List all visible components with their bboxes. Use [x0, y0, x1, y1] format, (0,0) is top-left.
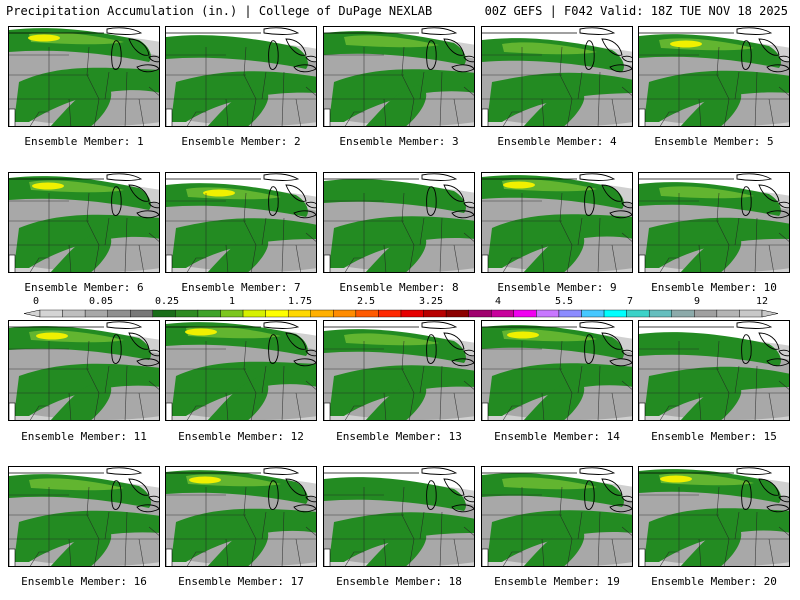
colorbar-segment — [648, 309, 672, 318]
colorbar-segment — [130, 309, 154, 318]
ensemble-map-12 — [165, 320, 317, 421]
colorbar-segment — [491, 309, 515, 318]
ensemble-member-label: Ensemble Member: 12 — [178, 430, 304, 443]
ensemble-map-13 — [323, 320, 475, 421]
colorbar-segment — [513, 309, 537, 318]
colorbar-segment — [62, 309, 86, 318]
model-run-info: 00Z GEFS | F042 Valid: 18Z TUE NOV 18 20… — [484, 4, 788, 18]
ensemble-member-label: Ensemble Member: 19 — [494, 575, 620, 588]
colorbar-segment — [558, 309, 582, 318]
ensemble-map-5 — [638, 26, 790, 127]
ensemble-member-label: Ensemble Member: 13 — [336, 430, 462, 443]
colorbar-segment — [355, 309, 379, 318]
colorbar-tick-label: 0.25 — [154, 296, 180, 307]
colorbar-segment — [603, 309, 627, 318]
colorbar-segment — [400, 309, 424, 318]
ensemble-map-3 — [323, 26, 475, 127]
ensemble-map-15 — [638, 320, 790, 421]
colorbar-segment — [378, 309, 402, 318]
ensemble-map-19 — [481, 466, 633, 567]
precip-colorbar — [23, 309, 779, 318]
ensemble-map-16 — [8, 466, 160, 567]
colorbar-tick-label: 9 — [693, 296, 701, 307]
ensemble-map-8 — [323, 172, 475, 273]
ensemble-member-label: Ensemble Member: 14 — [494, 430, 620, 443]
colorbar-segment — [626, 309, 650, 318]
colorbar-segment — [265, 309, 289, 318]
ensemble-member-label: Ensemble Member: 18 — [336, 575, 462, 588]
colorbar-segment — [671, 309, 695, 318]
ensemble-map-2 — [165, 26, 317, 127]
colorbar-arrow-right — [761, 309, 779, 318]
colorbar-segment — [739, 309, 763, 318]
colorbar-segment — [242, 309, 266, 318]
ensemble-member-label: Ensemble Member: 1 — [24, 135, 144, 148]
ensemble-member-label: Ensemble Member: 20 — [651, 575, 777, 588]
ensemble-map-1 — [8, 26, 160, 127]
ensemble-map-7 — [165, 172, 317, 273]
ensemble-map-6 — [8, 172, 160, 273]
ensemble-map-9 — [481, 172, 633, 273]
colorbar-segment — [581, 309, 605, 318]
colorbar-tick-label: 0 — [32, 296, 40, 307]
colorbar-segment — [107, 309, 131, 318]
ensemble-member-label: Ensemble Member: 5 — [654, 135, 774, 148]
ensemble-member-label: Ensemble Member: 3 — [339, 135, 459, 148]
ensemble-member-label: Ensemble Member: 10 — [651, 281, 777, 294]
colorbar-arrow-left — [23, 309, 41, 318]
ensemble-map-10 — [638, 172, 790, 273]
colorbar-segment — [445, 309, 469, 318]
ensemble-member-label: Ensemble Member: 6 — [24, 281, 144, 294]
colorbar-tick-label: 1 — [228, 296, 236, 307]
ensemble-member-label: Ensemble Member: 11 — [21, 430, 147, 443]
colorbar-segment — [468, 309, 492, 318]
colorbar-segment — [333, 309, 357, 318]
map-title: Precipitation Accumulation (in.) | Colle… — [6, 4, 433, 18]
colorbar-segment — [220, 309, 244, 318]
colorbar-segment — [84, 309, 108, 318]
colorbar-tick-label: 3.25 — [418, 296, 444, 307]
colorbar-tick-label: 2.5 — [356, 296, 376, 307]
colorbar-segment — [197, 309, 221, 318]
colorbar-segment — [175, 309, 199, 318]
colorbar-segment — [536, 309, 560, 318]
colorbar-tick-label: 12 — [755, 296, 769, 307]
colorbar-tick-label: 4 — [494, 296, 502, 307]
ensemble-map-18 — [323, 466, 475, 567]
colorbar-segment — [287, 309, 311, 318]
colorbar-segment — [310, 309, 334, 318]
ensemble-member-label: Ensemble Member: 2 — [181, 135, 301, 148]
ensemble-member-label: Ensemble Member: 16 — [21, 575, 147, 588]
colorbar-tick-label: 0.05 — [88, 296, 114, 307]
ensemble-map-4 — [481, 26, 633, 127]
ensemble-member-label: Ensemble Member: 8 — [339, 281, 459, 294]
ensemble-map-20 — [638, 466, 790, 567]
ensemble-member-label: Ensemble Member: 4 — [497, 135, 617, 148]
ensemble-member-label: Ensemble Member: 7 — [181, 281, 301, 294]
ensemble-member-label: Ensemble Member: 15 — [651, 430, 777, 443]
colorbar-tick-label: 5.5 — [554, 296, 574, 307]
ensemble-member-label: Ensemble Member: 9 — [497, 281, 617, 294]
ensemble-map-11 — [8, 320, 160, 421]
colorbar-segment — [423, 309, 447, 318]
colorbar-segment — [716, 309, 740, 318]
ensemble-map-14 — [481, 320, 633, 421]
colorbar-tick-label: 7 — [626, 296, 634, 307]
colorbar-segment — [39, 309, 63, 318]
ensemble-member-label: Ensemble Member: 17 — [178, 575, 304, 588]
ensemble-map-17 — [165, 466, 317, 567]
colorbar-segment — [694, 309, 718, 318]
colorbar-segment — [152, 309, 176, 318]
colorbar-tick-label: 1.75 — [287, 296, 313, 307]
